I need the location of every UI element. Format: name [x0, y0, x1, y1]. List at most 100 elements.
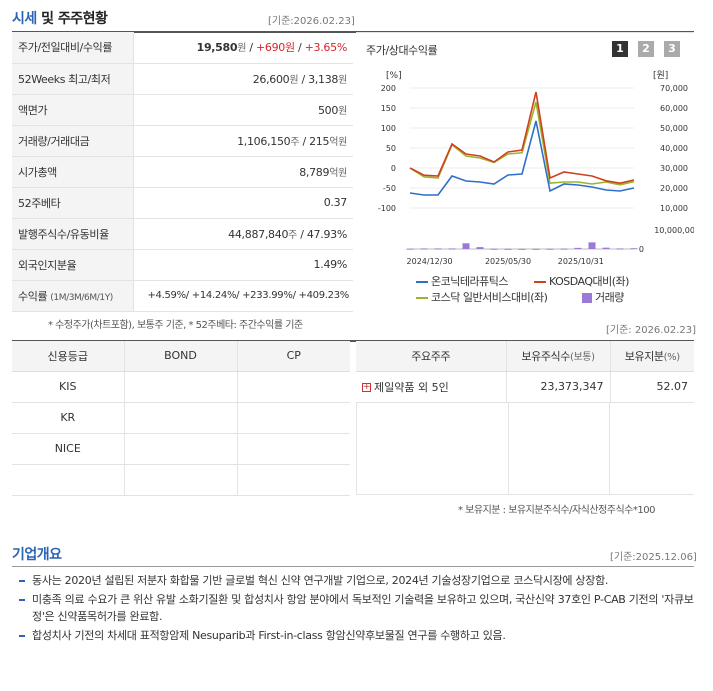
left-tick-label: 200 — [381, 84, 396, 93]
right-tick-label: 30,000 — [660, 164, 688, 173]
x-tick-label: 2024/12/30 — [407, 257, 453, 266]
table-row: 주가/전일대비/수익률 19,580원 / +690원 / +3.65% — [12, 32, 353, 64]
volume-bar — [588, 242, 596, 249]
volume-bar — [490, 248, 498, 250]
cp-cell — [237, 433, 350, 465]
table-bottom-border — [356, 494, 694, 495]
volume-bar — [406, 248, 414, 250]
agency-cell — [12, 464, 125, 496]
table-row: 외국인지분율 1.49% — [12, 249, 353, 281]
holder-ratio-cell: 52.07 — [610, 371, 694, 403]
right-axis-unit: [원] — [653, 70, 668, 81]
cp-cell — [237, 402, 350, 434]
left-tick-label: 0 — [391, 164, 396, 173]
bond-cell — [124, 402, 238, 434]
table-row: KIS — [12, 371, 350, 403]
shareholders-table: 주요주주 보유주식수(보통) 보유지분(%) + 제일약품 외 5인 23,373… — [356, 341, 694, 403]
volume-bar — [602, 247, 610, 249]
right-tick-label: 40,000 — [660, 144, 688, 153]
column-header: CP — [237, 341, 350, 372]
quote-ref-date: [기준:2026.02.23] — [268, 16, 355, 27]
legend-swatch — [416, 297, 428, 299]
list-item: 동사는 2020년 설립된 저분자 화합물 기반 글로벌 혁신 신약 연구개발 … — [18, 572, 694, 589]
row-label: 시가총액 — [12, 156, 134, 188]
returns-value: +4.59%/ +14.24%/ +233.99%/ +409.23% — [133, 280, 353, 312]
row-label: 주가/전일대비/수익률 — [12, 32, 134, 64]
column-header: 보유지분(%) — [610, 341, 694, 372]
right-tick-label: 70,000 — [660, 84, 688, 93]
x-tick-label: 2025/10/31 — [558, 257, 604, 266]
chart-page-1-button[interactable]: 1 — [612, 41, 628, 57]
chart-page-2-button[interactable]: 2 — [638, 41, 654, 57]
left-tick-label: 100 — [381, 124, 396, 133]
volume-bar — [420, 248, 428, 250]
holder-shares-cell: 23,373,347 — [506, 371, 611, 403]
column-header: 보유주식수(보통) — [506, 341, 611, 372]
row-value: 1.49% — [133, 249, 353, 281]
column-divider — [508, 402, 509, 494]
chart-page-3-button[interactable]: 3 — [664, 41, 680, 57]
left-tick-label: 150 — [381, 104, 396, 113]
quote-table: 주가/전일대비/수익률 19,580원 / +690원 / +3.65% 52W… — [12, 32, 353, 312]
volume-tick-label: 10,000,000 — [654, 226, 694, 235]
column-header: 신용등급 — [12, 341, 125, 372]
right-tick-label: 10,000 — [660, 204, 688, 213]
table-row: 52주베타 0.37 — [12, 187, 353, 219]
chart-panel: 주가/상대수익률 1 2 3 [%] [원] 200 150 100 50 0 -50 -1… — [356, 32, 694, 312]
bond-cell — [124, 464, 238, 496]
legend-swatch — [416, 281, 428, 283]
row-value: 26,600원 / 3,138원 — [133, 63, 353, 95]
row-label: 외국인지분율 — [12, 249, 134, 281]
list-item: 미충족 의료 수요가 큰 위산 유발 소화기질환 및 합성치사 항암 분야에서 … — [18, 591, 694, 625]
volume-bar — [574, 247, 582, 249]
volume-bar — [434, 248, 442, 250]
volume-bar — [532, 248, 540, 250]
holders-ref-date: [기준: 2026.02.23] — [606, 325, 697, 336]
credit-rating-table: 신용등급 BOND CP KIS KR NICE — [12, 341, 350, 496]
section-divider — [12, 340, 694, 342]
quote-section-title: 시세 및 주주현황 — [12, 11, 108, 27]
table-row: 수익률 (1M/3M/6M/1Y) +4.59%/ +14.24%/ +233.… — [12, 280, 353, 312]
row-label: 거래량/거래대금 — [12, 125, 134, 157]
series-line — [409, 120, 635, 196]
quote-note: * 수정주가(차트포함), 보통주 기준, * 52주베타: 주간수익률 기준 — [48, 320, 303, 331]
row-value: 8,789억원 — [133, 156, 353, 188]
table-row: 52Weeks 최고/최저 26,600원 / 3,138원 — [12, 63, 353, 95]
legend-stock: 온코닉테라퓨틱스 — [416, 273, 508, 289]
column-divider — [609, 402, 610, 494]
left-tick-label: -100 — [378, 204, 396, 213]
right-tick-label: 60,000 — [660, 104, 688, 113]
overview-title: 기업개요 — [12, 547, 62, 563]
price-chart: [%] [원] 200 150 100 50 0 -50 -100 70,000 60,000 5… — [378, 70, 694, 266]
legend-swatch — [582, 293, 592, 303]
cp-cell — [237, 464, 350, 496]
overview-list: 동사는 2020년 설립된 저분자 화합물 기반 글로벌 혁신 신약 연구개발 … — [18, 572, 694, 646]
chart-title: 주가/상대수익률 — [366, 44, 438, 57]
table-row: 액면가 500원 — [12, 94, 353, 126]
cp-cell — [237, 371, 350, 403]
agency-cell: KR — [12, 402, 125, 434]
right-tick-label: 20,000 — [660, 184, 688, 193]
expand-plus-icon[interactable]: + — [362, 382, 371, 392]
price-value: 19,580원 / +690원 / +3.65% — [133, 32, 353, 64]
volume-bar — [448, 248, 456, 250]
row-label: 액면가 — [12, 94, 134, 126]
volume-bar — [504, 248, 512, 250]
row-value: 500원 — [133, 94, 353, 126]
table-row — [12, 464, 350, 496]
holder-name-cell[interactable]: + 제일약품 외 5인 — [356, 371, 507, 403]
overview-ref-date: [기준:2025.12.06] — [610, 552, 697, 563]
table-row: NICE — [12, 433, 350, 465]
x-tick-label: 2025/05/30 — [485, 257, 531, 266]
volume-bar — [546, 248, 554, 250]
legend-sector: 코스닥 일반서비스대비(좌) — [416, 289, 548, 305]
table-row: + 제일약품 외 5인 23,373,347 52.07 — [356, 371, 694, 403]
agency-cell: NICE — [12, 433, 125, 465]
legend-volume: 거래량 — [582, 289, 624, 305]
column-header: 주요주주 — [356, 341, 507, 372]
table-row: 거래량/거래대금 1,106,150주 / 215억원 — [12, 125, 353, 157]
row-label: 발행주식수/유동비율 — [12, 218, 134, 250]
row-label: 52주베타 — [12, 187, 134, 219]
row-value: 44,887,840주 / 47.93% — [133, 218, 353, 250]
agency-cell: KIS — [12, 371, 125, 403]
